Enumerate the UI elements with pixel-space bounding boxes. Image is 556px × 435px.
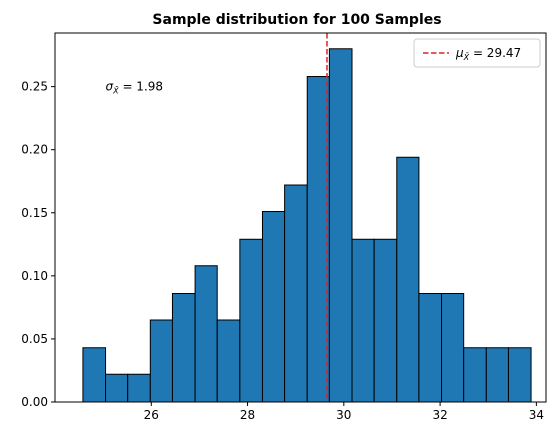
bar — [507, 347, 532, 403]
bar — [82, 347, 107, 403]
legend-symbol: μ — [455, 46, 464, 60]
y-axis-ticks: 0.00 0.05 0.10 0.15 0.20 0.25 — [21, 80, 55, 409]
std-annotation: σX̄ = 1.98 — [106, 80, 164, 96]
bar — [441, 293, 465, 403]
x-axis-ticks: 26 28 30 32 34 — [144, 402, 544, 422]
y-tick-label: 0.15 — [21, 206, 48, 220]
x-tick-label: 30 — [336, 408, 351, 422]
bar — [306, 76, 330, 403]
y-tick-label: 0.20 — [21, 143, 48, 157]
legend-subscript: X̄ — [463, 52, 470, 62]
bar — [171, 293, 196, 403]
std-value: = 1.98 — [119, 80, 163, 94]
bar — [261, 211, 286, 403]
std-symbol: σ — [106, 80, 114, 94]
bar — [127, 373, 151, 403]
bar — [239, 238, 263, 403]
x-tick-label: 28 — [240, 408, 255, 422]
bar — [396, 156, 420, 403]
y-tick-label: 0.10 — [21, 269, 48, 283]
legend: μX̄ = 29.47 — [413, 38, 541, 68]
legend-value: = 29.47 — [469, 46, 521, 60]
bar — [149, 319, 173, 403]
bar — [216, 319, 241, 403]
x-tick-label: 34 — [529, 408, 544, 422]
y-tick-label: 0.05 — [21, 332, 48, 346]
std-subscript: X̄ — [112, 85, 119, 95]
chart-title: Sample distribution for 100 Samples — [152, 12, 441, 28]
x-tick-label: 26 — [144, 408, 159, 422]
bar — [463, 347, 487, 403]
y-tick-label: 0.25 — [21, 80, 48, 94]
bar — [418, 293, 443, 403]
bar — [284, 184, 308, 403]
legend-box — [413, 38, 541, 68]
bar — [373, 238, 398, 403]
bar — [194, 265, 218, 403]
bar — [328, 48, 353, 403]
bar — [485, 347, 509, 403]
axes-frame — [54, 32, 547, 403]
y-tick-label: 0.00 — [21, 395, 48, 409]
legend-label: μX̄ = 29.47 — [455, 46, 521, 62]
bar — [351, 238, 375, 403]
x-tick-label: 32 — [432, 408, 447, 422]
bar — [105, 373, 129, 403]
